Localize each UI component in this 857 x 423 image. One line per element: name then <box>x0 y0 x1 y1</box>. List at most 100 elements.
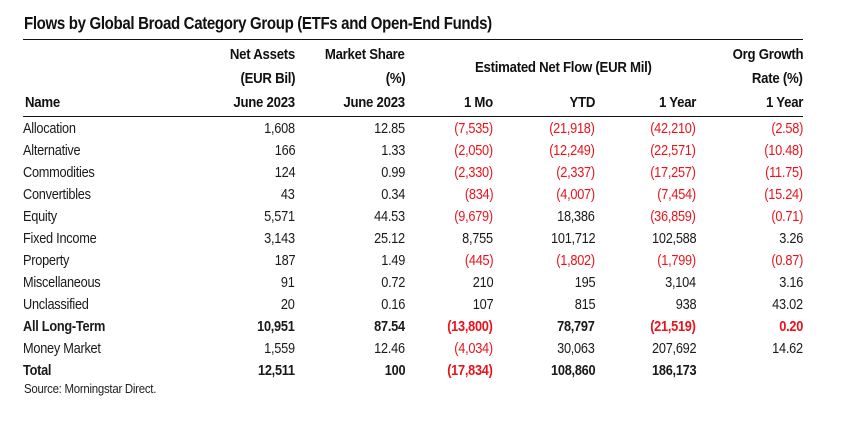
cell-org: (2.58) <box>771 121 803 137</box>
header-org-growth-1: Org Growth <box>732 46 803 63</box>
table-row: Commodities 124 0.99 (2,330) (2,337) (17,257)… <box>23 162 803 184</box>
cell-org: (11.75) <box>765 165 803 181</box>
cell-ytd: (12,249) <box>549 143 596 159</box>
header-org-growth-3: 1 Year <box>765 94 803 111</box>
cell-market-share: 25.12 <box>374 231 405 247</box>
cell-name: Fixed Income <box>23 231 97 247</box>
cell-net-assets: 124 <box>274 165 295 181</box>
cell-mo1: (9,679) <box>454 209 493 225</box>
cell-name: Allocation <box>23 121 76 137</box>
cell-org <box>696 360 803 382</box>
cell-yr1: (42,210) <box>650 121 697 137</box>
table-row: Fixed Income 3,143 25.12 8,755 101,712 102,58… <box>23 228 803 250</box>
cell-ytd: 30,063 <box>557 341 596 357</box>
cell-market-share: 1.49 <box>381 253 405 269</box>
cell-market-share: 0.99 <box>381 165 405 181</box>
header-estimated-net-flow: Estimated Net Flow (EUR Mil) <box>475 59 652 76</box>
header-net-assets-3: June 2023 <box>233 94 296 111</box>
cell-mo1: 8,755 <box>462 231 493 247</box>
cell-yr1: (1,799) <box>657 253 696 269</box>
cell-org: (0.87) <box>771 253 803 269</box>
cell-net-assets: 91 <box>281 275 295 291</box>
cell-org: (0.71) <box>771 209 803 225</box>
cell-mo1: (834) <box>464 187 494 203</box>
header-net-assets-1: Net Assets <box>229 46 295 63</box>
table-row: Money Market 1,559 12.46 (4,034) 30,063 207,6… <box>23 338 803 360</box>
cell-market-share: 12.46 <box>374 341 405 357</box>
cell-org: 14.62 <box>772 341 803 357</box>
cell-name: Unclassified <box>23 297 89 313</box>
cell-net-assets: 10,951 <box>257 319 296 335</box>
source-note: Source: Morningstar Direct. <box>24 381 157 396</box>
cell-ytd: 195 <box>574 275 595 291</box>
cell-name: All Long-Term <box>23 319 106 335</box>
table-row: Allocation 1,608 12.85 (7,535) (21,918) (42,2… <box>23 118 803 140</box>
cell-ytd: (21,918) <box>549 121 596 137</box>
cell-net-assets: 1,559 <box>264 341 295 357</box>
cell-mo1: (17,834) <box>447 363 494 379</box>
cell-net-assets: 166 <box>274 143 295 159</box>
cell-yr1: (36,859) <box>650 209 697 225</box>
cell-ytd: 101,712 <box>550 231 596 247</box>
header-1mo: 1 Mo <box>463 94 493 111</box>
table-row: Property 187 1.49 (445) (1,802) (1,799) (0.87) <box>23 250 803 272</box>
cell-net-assets: 3,143 <box>264 231 295 247</box>
table-row: Miscellaneous 91 0.72 210 195 3,104 3.16 <box>23 272 803 294</box>
cell-yr1: (21,519) <box>650 319 697 335</box>
cell-name: Alternative <box>23 143 81 159</box>
cell-mo1: (2,330) <box>454 165 493 181</box>
cell-name: Money Market <box>23 341 101 357</box>
cell-ytd: (1,802) <box>556 253 595 269</box>
cell-net-assets: 12,511 <box>258 363 295 379</box>
cell-ytd: (2,337) <box>556 165 595 181</box>
cell-net-assets: 187 <box>274 253 295 269</box>
header-ytd: YTD <box>569 94 595 111</box>
header-market-share-2: (%) <box>385 70 405 87</box>
cell-market-share: 100 <box>384 363 405 379</box>
cell-market-share: 12.85 <box>374 121 405 137</box>
cell-name: Commodities <box>23 165 95 181</box>
cell-yr1: 938 <box>675 297 696 313</box>
cell-mo1: (7,535) <box>454 121 493 137</box>
header-name: Name <box>25 94 60 111</box>
header-market-share-1: Market Share <box>325 46 405 63</box>
cell-name: Convertibles <box>23 187 91 203</box>
cell-mo1: 107 <box>472 297 493 313</box>
cell-ytd: (4,007) <box>556 187 595 203</box>
header-rule <box>23 116 803 117</box>
cell-yr1: (22,571) <box>650 143 697 159</box>
table-row: Convertibles 43 0.34 (834) (4,007) (7,454) (15… <box>23 184 803 206</box>
cell-org: (15.24) <box>764 187 803 203</box>
cell-yr1: 3,104 <box>665 275 696 291</box>
cell-name: Miscellaneous <box>23 275 101 291</box>
header-net-assets-2: (EUR Bil) <box>240 70 295 87</box>
header-market-share-3: June 2023 <box>343 94 406 111</box>
table-row: All Long-Term 10,951 87.54 (13,800) 78,797 (2… <box>23 316 803 338</box>
cell-market-share: 0.34 <box>381 187 405 203</box>
cell-yr1: 102,588 <box>651 231 697 247</box>
cell-market-share: 87.54 <box>374 319 405 335</box>
cell-mo1: (445) <box>464 253 494 269</box>
table-row: Equity 5,571 44.53 (9,679) 18,386 (36,859) (0.… <box>23 206 803 228</box>
header-1year: 1 Year <box>658 94 696 111</box>
cell-org: 3.16 <box>779 275 803 291</box>
table-title: Flows by Global Broad Category Group (ET… <box>24 13 492 33</box>
table-row: Total 12,511 100 (17,834) 108,860 186,173 <box>23 360 803 382</box>
cell-ytd: 815 <box>574 297 595 313</box>
cell-org: 43.02 <box>772 297 803 313</box>
cell-mo1: (4,034) <box>454 341 493 357</box>
cell-mo1: (13,800) <box>447 319 494 335</box>
cell-org: 3.26 <box>779 231 803 247</box>
cell-ytd: 108,860 <box>550 363 596 379</box>
cell-yr1: (17,257) <box>650 165 697 181</box>
cell-yr1: (7,454) <box>657 187 696 203</box>
cell-net-assets: 5,571 <box>264 209 295 225</box>
cell-name: Total <box>23 363 52 379</box>
cell-yr1: 186,173 <box>651 363 697 379</box>
cell-yr1: 207,692 <box>651 341 697 357</box>
header-org-growth-2: Rate (%) <box>752 70 803 87</box>
cell-market-share: 0.72 <box>381 275 405 291</box>
table-row: Alternative 166 1.33 (2,050) (12,249) (22,571… <box>23 140 803 162</box>
cell-org: 0.20 <box>779 319 803 335</box>
cell-net-assets: 43 <box>281 187 295 203</box>
